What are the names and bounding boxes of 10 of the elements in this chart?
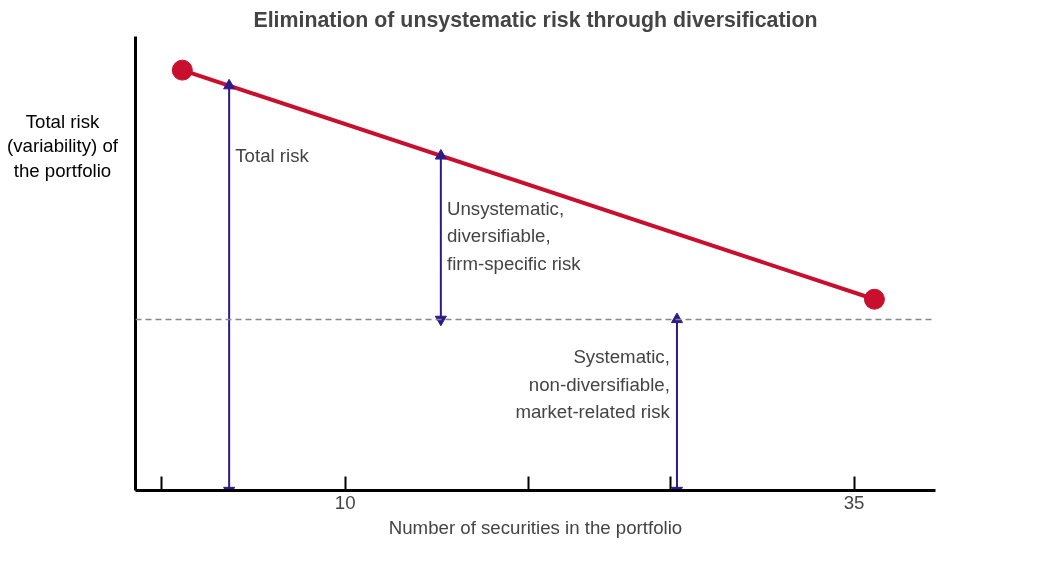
x-tick-label: 35 (843, 491, 865, 513)
annotation: Unsystematic, diversifiable, firm-specific risk (446, 197, 582, 274)
x-axis-title: Number of securities in the portfolio (388, 516, 683, 538)
x-tick-label: 10 (334, 491, 356, 513)
annotation: Total risk (235, 144, 310, 166)
y-axis-title: Total risk (variability) of the portfolio (6, 110, 119, 183)
point (863, 288, 885, 310)
chart-title: Elimination of unsystematic risk through diversification (253, 7, 818, 32)
point (171, 59, 193, 81)
annotation: Systematic, non-diversifiable, market-related risk (515, 346, 671, 423)
